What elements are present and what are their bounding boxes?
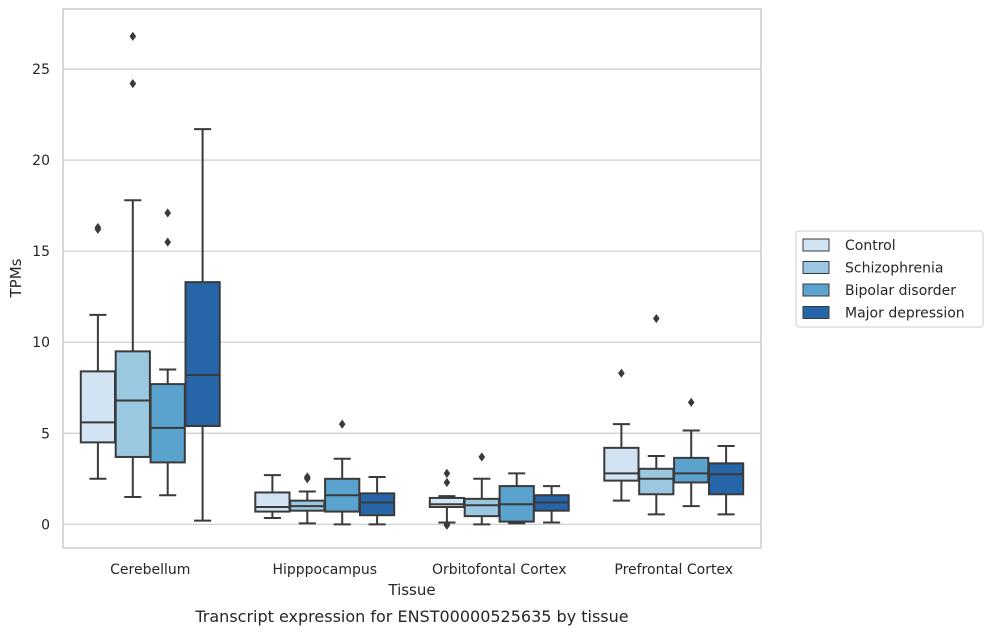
box-body bbox=[114, 350, 151, 458]
box-control bbox=[79, 222, 117, 480]
box-control bbox=[254, 474, 291, 519]
x-tick-label: Orbitofontal Cortex bbox=[432, 562, 567, 578]
box-body bbox=[603, 446, 640, 482]
outlier-point bbox=[94, 222, 102, 233]
y-axis-label: TPMs bbox=[7, 258, 25, 298]
box-control bbox=[428, 468, 466, 530]
y-tick-labels: 0 5 10 15 20 25 bbox=[32, 62, 50, 533]
x-tick-label: Hipppocampus bbox=[272, 562, 377, 578]
outlier-point bbox=[129, 31, 137, 41]
legend-swatch bbox=[802, 283, 830, 297]
y-tick-label: 5 bbox=[41, 426, 50, 442]
outlier-point bbox=[443, 468, 451, 478]
legend-frame bbox=[795, 230, 984, 328]
box-control bbox=[603, 368, 640, 502]
legend-swatch bbox=[802, 306, 830, 319]
legend-label: Bipolar disorder bbox=[845, 283, 956, 299]
legend-label: Schizophrenia bbox=[845, 261, 943, 277]
legend-swatch bbox=[802, 238, 830, 252]
outlier-point bbox=[652, 313, 660, 324]
outlier-point bbox=[164, 237, 172, 247]
box-schizophrenia bbox=[114, 31, 151, 499]
box-body bbox=[428, 496, 466, 509]
plot-frame bbox=[62, 8, 762, 549]
box-body bbox=[673, 456, 710, 484]
legend-swatch bbox=[802, 261, 830, 274]
legend-label: Major depression bbox=[845, 306, 965, 322]
box-major-depression bbox=[184, 128, 221, 522]
box-body bbox=[149, 383, 186, 464]
box-major-depression bbox=[707, 445, 745, 516]
box-schizophrenia bbox=[638, 313, 675, 516]
box-bipolar-disorder bbox=[673, 397, 710, 508]
box-plot-series bbox=[79, 31, 745, 530]
box-major-depression bbox=[533, 485, 570, 524]
x-axis-label: Tissue bbox=[387, 581, 435, 599]
y-tick-label: 15 bbox=[32, 244, 50, 260]
chart-caption: Transcript expression for ENST0000052563… bbox=[194, 607, 628, 626]
outlier-point bbox=[443, 477, 451, 488]
outlier-point bbox=[478, 452, 486, 462]
box-body bbox=[254, 491, 291, 513]
x-tick-label: Prefrontal Cortex bbox=[614, 562, 733, 578]
box-body bbox=[638, 467, 675, 496]
y-tick-label: 10 bbox=[32, 335, 50, 351]
box-body bbox=[184, 281, 221, 427]
y-tick-label: 20 bbox=[32, 153, 50, 169]
outlier-point bbox=[338, 419, 346, 429]
box-major-depression bbox=[358, 475, 396, 526]
outlier-point bbox=[618, 368, 625, 378]
legend: Control Schizophrenia Bipolar disorder Majo… bbox=[795, 230, 984, 328]
box-body bbox=[463, 497, 500, 518]
y-tick-label: 0 bbox=[41, 517, 50, 533]
x-tick-labels: Cerebellum Hipppocampus Orbitofontal Corte… bbox=[110, 562, 733, 578]
outlier-point bbox=[303, 472, 311, 482]
legend-label: Control bbox=[845, 238, 896, 254]
y-tick-label: 25 bbox=[32, 62, 50, 78]
box-body bbox=[79, 370, 117, 444]
x-tick-label: Cerebellum bbox=[110, 562, 190, 578]
box-body bbox=[358, 492, 396, 517]
outlier-point bbox=[443, 520, 451, 530]
outlier-point bbox=[129, 79, 137, 89]
box-schizophrenia bbox=[463, 452, 500, 526]
box-body bbox=[707, 462, 745, 496]
box-bipolar-disorder bbox=[498, 472, 535, 525]
box-schizophrenia bbox=[289, 472, 326, 525]
outlier-point bbox=[687, 397, 695, 407]
box-bipolar-disorder bbox=[324, 419, 361, 526]
outlier-point bbox=[164, 208, 172, 218]
